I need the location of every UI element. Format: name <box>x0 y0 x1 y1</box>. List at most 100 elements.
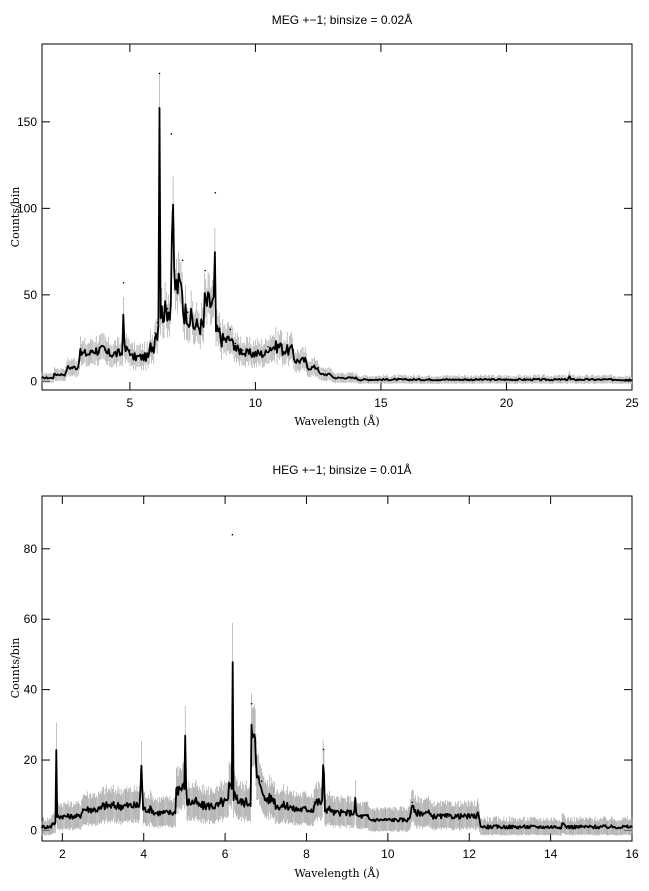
y-tick-label: 150 <box>17 115 37 129</box>
chart-title: MEG +−1; binsize = 0.02Å <box>272 12 412 27</box>
x-tick-label: 2 <box>59 847 66 861</box>
series-layer <box>41 533 633 836</box>
data-point <box>427 812 430 814</box>
data-point <box>380 378 382 381</box>
data-point <box>304 359 307 362</box>
data-point <box>244 801 247 804</box>
series-layer <box>41 72 633 384</box>
data-point <box>175 787 178 789</box>
data-point <box>329 373 332 376</box>
x-axis-label: Wavelength (Å) <box>294 414 379 428</box>
data-point <box>53 373 56 376</box>
heg-panel: HEG +−1; binsize = 0.01Å 2 4 6 8 10 12 14 16 0 2… <box>9 462 639 880</box>
x-tick-label: 16 <box>625 847 639 861</box>
data-point <box>549 826 552 828</box>
data-point <box>562 822 564 825</box>
x-tick-label: 14 <box>544 847 558 861</box>
y-tick-label: 80 <box>24 542 38 556</box>
error-bars <box>41 73 632 384</box>
data-point <box>186 311 189 313</box>
data-point <box>228 787 230 789</box>
data-point <box>505 378 508 381</box>
data-point <box>580 378 583 381</box>
data-point <box>468 815 471 818</box>
data-point <box>236 794 239 797</box>
data-point <box>279 342 282 345</box>
data-point <box>568 375 571 377</box>
y-tick-label: 50 <box>24 288 38 302</box>
x-tick-label: 10 <box>249 396 263 410</box>
y-tick-label: 60 <box>24 612 38 626</box>
data-point <box>41 826 43 828</box>
data-point <box>305 808 308 811</box>
data-point <box>176 285 179 288</box>
data-point <box>129 349 131 352</box>
data-point <box>195 801 198 804</box>
y-tick-label: 0 <box>30 823 37 837</box>
data-point <box>330 808 332 811</box>
data-point <box>354 801 357 804</box>
x-tick-label: 20 <box>500 396 514 410</box>
data-point <box>208 804 210 807</box>
data-point <box>555 378 558 381</box>
data-point <box>78 352 81 355</box>
data-point <box>317 366 319 369</box>
data-point <box>156 321 159 324</box>
data-point <box>430 378 432 381</box>
y-tick-label: 40 <box>24 683 38 697</box>
x-tick-label: 15 <box>374 396 388 410</box>
data-point <box>103 349 106 352</box>
data-point <box>455 378 458 381</box>
y-tick-label: 0 <box>30 374 37 388</box>
data-point <box>151 808 153 811</box>
data-point <box>116 352 119 355</box>
data-point <box>509 826 511 828</box>
data-point <box>158 72 161 75</box>
data-point <box>631 826 633 828</box>
data-point <box>220 801 222 804</box>
x-tick-label: 10 <box>381 847 395 861</box>
data-point <box>231 533 234 536</box>
y-axis-label: Counts/bin <box>9 187 22 248</box>
x-axis-label: Wavelength (Å) <box>294 866 379 880</box>
data-point <box>355 377 357 379</box>
data-point <box>267 345 269 348</box>
data-point <box>51 822 53 825</box>
data-point <box>170 133 173 135</box>
x-tick-label: 12 <box>463 847 477 861</box>
data-point <box>366 815 369 818</box>
data-point <box>387 819 389 821</box>
y-axis-label: Counts/bin <box>9 638 22 699</box>
x-tick-label: 4 <box>140 847 147 861</box>
data-point <box>66 366 68 369</box>
data-point <box>191 318 194 320</box>
data-point <box>322 748 325 751</box>
plot-frame <box>41 43 633 391</box>
data-point <box>289 804 292 807</box>
y-axis: 0 50 100 150 <box>17 115 632 388</box>
data-point <box>590 826 593 828</box>
y-axis: 0 20 40 60 80 <box>24 542 632 837</box>
data-point <box>167 812 169 814</box>
data-point <box>122 804 125 807</box>
data-point <box>166 307 169 310</box>
data-point <box>250 702 253 705</box>
data-point <box>102 804 104 807</box>
data-point <box>476 812 479 814</box>
data-point <box>346 812 348 814</box>
data-point <box>91 349 94 352</box>
data-point <box>234 342 237 345</box>
data-point <box>209 302 212 305</box>
data-point <box>154 332 156 334</box>
data-point <box>184 745 187 747</box>
data-point <box>61 815 64 818</box>
spectrum-line <box>41 661 632 830</box>
x-axis: 5 10 15 20 25 <box>127 44 639 410</box>
chart-title: HEG +−1; binsize = 0.01Å <box>272 462 411 477</box>
data-point <box>229 328 232 331</box>
data-point <box>161 311 164 313</box>
data-point <box>254 352 257 355</box>
x-axis: 2 4 6 8 10 12 14 16 <box>59 496 639 861</box>
data-point <box>81 808 84 811</box>
data-point <box>448 815 450 818</box>
